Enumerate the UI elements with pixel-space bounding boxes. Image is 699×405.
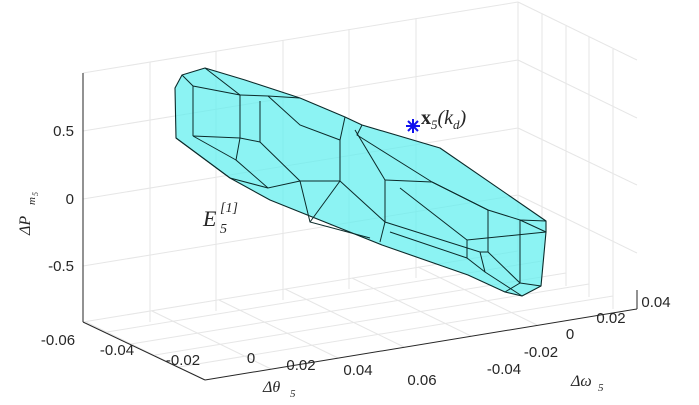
svg-text:[1]: [1] [220, 201, 238, 216]
svg-text:E: E [202, 206, 217, 231]
y-tick-label: 0.04 [641, 294, 670, 311]
svg-text:5: 5 [290, 388, 296, 400]
svg-text:Δω: Δω [570, 373, 592, 390]
z-tick-label: 0 [66, 191, 74, 208]
marker-x5-kd: x5(kd) [406, 107, 467, 133]
svg-text:5: 5 [31, 192, 40, 196]
x-tick-label: -0.04 [100, 342, 134, 359]
axes [82, 73, 638, 381]
y-tick-label: -0.02 [524, 344, 558, 361]
x-tick-label: -0.02 [166, 352, 200, 369]
x-tick-label: 0.04 [343, 362, 372, 379]
x-tick-label: -0.06 [41, 332, 75, 349]
z-axis-label: ΔP m 5 [17, 192, 40, 236]
y-tick-label: -0.04 [487, 361, 521, 378]
svg-text:5: 5 [598, 382, 604, 394]
svg-text:Δθ: Δθ [262, 379, 280, 396]
svg-text:m: m [26, 197, 38, 205]
svg-text:5: 5 [220, 222, 227, 237]
x-axis-label: Δθ 5 [262, 379, 296, 400]
svg-text:ΔP: ΔP [17, 216, 34, 236]
x-tick-label: 0.02 [286, 357, 315, 374]
z-tick-labels: 0.5 0 -0.5 [48, 123, 74, 275]
marker-label: x5(kd) [421, 107, 467, 132]
x-tick-label: 0.06 [407, 372, 436, 389]
x-tick-labels: -0.06 -0.04 -0.02 0 0.02 0.04 0.06 [41, 332, 437, 389]
x-tick-label: 0 [247, 350, 255, 367]
z-tick-label: -0.5 [48, 258, 74, 275]
y-tick-label: 0.02 [596, 310, 625, 327]
z-tick-label: 0.5 [53, 123, 74, 140]
polytope-set [174, 67, 547, 297]
y-tick-label: 0 [566, 326, 574, 343]
set-label: E [1] 5 [202, 201, 238, 237]
marker-star-icon [406, 119, 420, 133]
y-tick-labels: -0.04 -0.02 0 0.02 0.04 [487, 294, 671, 378]
y-axis-label: Δω 5 [570, 373, 604, 394]
